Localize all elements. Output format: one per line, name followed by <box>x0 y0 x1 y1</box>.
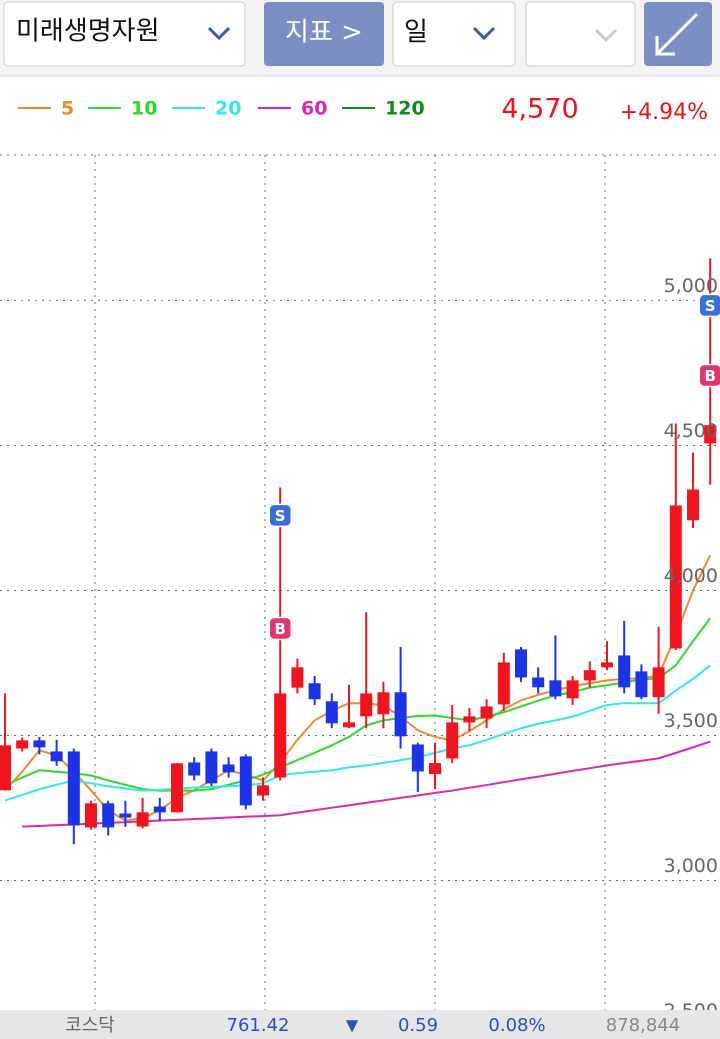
candle-body <box>704 425 717 444</box>
y-tick-label: 5,000 <box>664 275 718 297</box>
trade-mark <box>268 503 292 528</box>
index-value: 761.42 <box>227 1015 290 1036</box>
footer <box>0 1010 720 1039</box>
y-tick-label: 3,500 <box>664 710 718 732</box>
candle-body <box>429 763 441 775</box>
candle-body <box>257 785 269 796</box>
legend-label: 120 <box>385 98 425 120</box>
candle-body <box>171 763 183 813</box>
candle-body <box>669 505 682 649</box>
candle-body <box>687 489 699 521</box>
candle-body <box>343 722 355 728</box>
candle-body <box>102 803 115 828</box>
chevron <box>207 26 231 41</box>
chevron <box>594 28 618 43</box>
candle-body <box>463 716 476 723</box>
trade-mark-label: S <box>275 507 286 525</box>
trade-mark-label: B <box>274 620 285 638</box>
legend-label: 60 <box>301 98 327 120</box>
stock-name: 미래생명자원 <box>16 17 160 47</box>
ma-line <box>4 554 712 822</box>
candle-body <box>377 692 390 715</box>
candle-body <box>222 764 235 773</box>
index-name: 코스닥 <box>65 1015 115 1036</box>
y-tick-label: 4,000 <box>664 565 718 587</box>
trade-mark <box>268 616 292 641</box>
stock-dropdown[interactable] <box>3 1 246 67</box>
frame <box>0 154 720 1010</box>
candle-body <box>360 693 373 717</box>
candle-body <box>532 677 545 688</box>
candle-body <box>16 740 29 749</box>
candle-body <box>583 670 596 681</box>
candle-body <box>119 813 132 818</box>
candle-body <box>325 701 338 724</box>
candle-body <box>308 683 321 700</box>
candle-body <box>566 680 579 699</box>
candle-body <box>85 803 97 828</box>
candle-body <box>618 655 631 688</box>
trade-mark <box>698 293 720 318</box>
trade-mark-label: B <box>704 367 715 385</box>
indicator-label: 지표 > <box>285 18 363 48</box>
candle-body <box>652 667 665 698</box>
candle-body <box>411 744 424 772</box>
indicator-button[interactable] <box>264 2 384 66</box>
index-change: 0.59 <box>398 1015 438 1036</box>
candle-body <box>239 756 252 806</box>
candle-body <box>446 722 459 759</box>
candle-body <box>549 680 562 697</box>
change: +4.94% <box>620 100 708 125</box>
ma-line <box>4 617 711 792</box>
candle-body <box>635 671 648 698</box>
candle-body <box>33 740 46 748</box>
chevron <box>472 26 496 41</box>
candle-body <box>497 662 510 705</box>
y-tick-label: 2,500 <box>664 1000 718 1022</box>
candle-body <box>515 649 527 678</box>
candle-body <box>291 667 304 688</box>
ma-line <box>4 664 711 802</box>
candle-body <box>153 806 166 813</box>
empty-dropdown[interactable] <box>525 1 636 67</box>
period-dropdown[interactable] <box>392 1 516 67</box>
index-change-pct: 0.08% <box>488 1015 545 1036</box>
y-tick-label: 4,500 <box>664 420 718 442</box>
plot: S B S B 2,500 3,000 3,500 4,000 4,500 5,000 <box>0 258 720 1022</box>
trade-mark <box>698 363 720 388</box>
price: 4,570 <box>501 94 578 125</box>
legend-label: 10 <box>131 98 157 120</box>
period-label: 일 <box>404 18 428 48</box>
y-tick-label: 3,000 <box>664 855 718 877</box>
candle-body <box>50 751 63 762</box>
index-arrow: ▼ <box>346 1016 359 1035</box>
candle-body <box>480 706 493 719</box>
candle-body <box>67 751 80 826</box>
candle-body <box>274 693 287 778</box>
draw-icon <box>655 12 699 56</box>
legend: 5 10 20 60 120 <box>18 98 425 120</box>
candle-body <box>394 692 407 737</box>
candle-body <box>0 745 11 791</box>
legend-label: 5 <box>61 98 74 120</box>
trade-mark-label: S <box>705 297 716 315</box>
candle-body <box>601 662 613 668</box>
candle-body <box>205 751 218 784</box>
candle-body <box>136 812 149 827</box>
volume: 878,844 <box>606 1015 680 1036</box>
candle-body <box>188 762 201 776</box>
legend-label: 20 <box>215 98 241 120</box>
